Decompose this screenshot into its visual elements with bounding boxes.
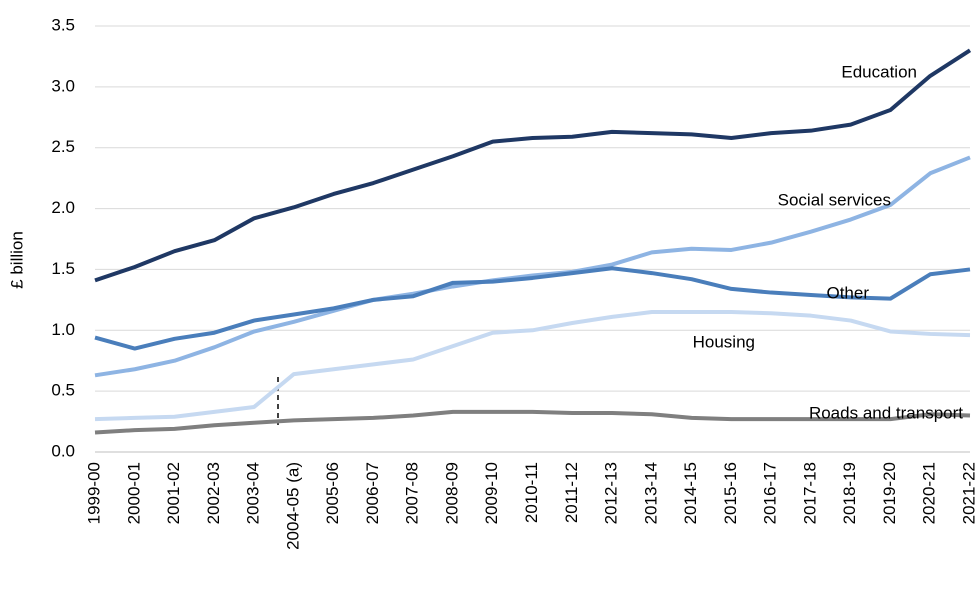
- line: [94, 310, 971, 422]
- x-tick-label: 2018-19: [840, 462, 859, 524]
- x-tick-label: 2003-04: [244, 462, 263, 524]
- y-tick-label: 3.0: [51, 76, 75, 95]
- x-tick-label: 2021-22: [959, 462, 978, 524]
- y-tick-label: 2.0: [51, 198, 75, 217]
- x-tick-label: 2016-17: [761, 462, 780, 524]
- x-tick-label: 2007-08: [403, 462, 422, 524]
- x-tick-label: 1999-00: [84, 462, 103, 524]
- x-tick-label: 2008-09: [442, 462, 461, 524]
- line: [94, 409, 971, 435]
- x-tick-label: 2009-10: [482, 462, 501, 524]
- x-tick-label: 2013-14: [641, 462, 660, 524]
- x-tick-label: 2014-15: [681, 462, 700, 524]
- x-tick-label: 2000-01: [124, 462, 143, 524]
- y-tick-label: 1.0: [51, 320, 75, 339]
- series-label: Education: [841, 62, 917, 81]
- y-tick-label: 3.5: [51, 15, 75, 34]
- series-label: Other: [826, 283, 869, 302]
- series-label: Roads and transport: [809, 403, 963, 422]
- x-tick-label: 2005-06: [323, 462, 342, 524]
- y-tick-label: 2.5: [51, 137, 75, 156]
- x-tick-label: 2012-13: [602, 462, 621, 524]
- line: [94, 48, 972, 283]
- line: [94, 155, 971, 378]
- x-tick-label: 2017-18: [800, 462, 819, 524]
- y-tick-label: 0.5: [51, 381, 75, 400]
- x-tick-label: 2020-21: [920, 462, 939, 524]
- series-label: Social services: [778, 190, 891, 209]
- x-tick-label: 2001-02: [164, 462, 183, 524]
- x-tick-label: 2019-20: [880, 462, 899, 524]
- x-tick-label: 2002-03: [204, 462, 223, 524]
- series-label: Housing: [693, 332, 755, 351]
- y-tick-label: 0.0: [51, 441, 75, 460]
- x-tick-label: 2006-07: [363, 462, 382, 524]
- y-tick-label: 1.5: [51, 259, 75, 278]
- line: [94, 266, 971, 351]
- y-axis-label: £ billion: [7, 231, 26, 289]
- x-tick-label: 2010-11: [522, 462, 541, 523]
- x-tick-label: 2011-12: [562, 462, 581, 523]
- x-tick-label: 2004-05 (a): [283, 462, 302, 550]
- x-tick-label: 2015-16: [721, 462, 740, 524]
